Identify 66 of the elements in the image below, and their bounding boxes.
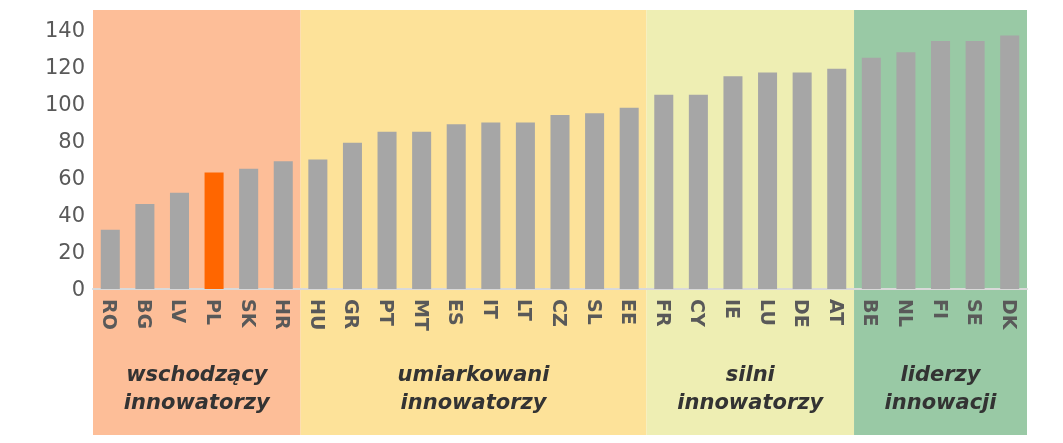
y-tick-label: 20 bbox=[58, 240, 85, 264]
bar bbox=[204, 172, 224, 289]
y-tick-label: 40 bbox=[58, 203, 85, 227]
band-label: umiarkowani innowatorzy bbox=[397, 362, 551, 414]
bar bbox=[931, 41, 951, 289]
bar bbox=[654, 94, 674, 289]
x-tick-label: SK bbox=[237, 299, 260, 329]
x-tick-label: DE bbox=[791, 299, 814, 328]
bar bbox=[308, 159, 328, 289]
x-tick-label: LV bbox=[168, 299, 191, 324]
bar bbox=[239, 168, 259, 289]
band-label: liderzy innowacji bbox=[884, 362, 998, 414]
x-tick-label: FI bbox=[929, 299, 952, 320]
x-tick-label: CZ bbox=[549, 299, 571, 327]
bar bbox=[688, 94, 708, 289]
bar bbox=[965, 41, 985, 289]
y-tick-label: 80 bbox=[58, 129, 85, 153]
x-tick-label: LU bbox=[756, 299, 779, 326]
x-tick-label: PL bbox=[203, 299, 226, 326]
bar bbox=[585, 113, 605, 289]
x-tick-label: PT bbox=[376, 299, 399, 326]
x-tick-label: NL bbox=[894, 299, 917, 328]
y-tick-label: 0 bbox=[71, 277, 85, 301]
x-tick-label: HU bbox=[306, 299, 329, 331]
y-tick-label: 140 bbox=[44, 18, 85, 42]
bar bbox=[827, 68, 847, 289]
x-tick-label: BG bbox=[133, 299, 156, 330]
x-tick-label: AT bbox=[825, 299, 848, 326]
bar bbox=[896, 52, 916, 289]
bar bbox=[1000, 35, 1020, 289]
x-tick-label: SE bbox=[964, 299, 987, 326]
bar bbox=[342, 142, 362, 289]
bar bbox=[723, 76, 743, 289]
bar bbox=[550, 115, 570, 289]
bar bbox=[861, 57, 881, 289]
bar bbox=[135, 203, 155, 289]
y-tick-label: 100 bbox=[44, 92, 85, 116]
x-tick-label: GR bbox=[341, 299, 364, 330]
x-tick-label: CY bbox=[687, 299, 710, 327]
bar bbox=[481, 122, 501, 289]
x-tick-label: LT bbox=[514, 299, 537, 321]
x-tick-label: IE bbox=[721, 299, 744, 320]
x-tick-label: IT bbox=[479, 299, 502, 320]
x-tick-label: RO bbox=[99, 299, 122, 330]
x-tick-label: BE bbox=[860, 299, 883, 327]
band-label: wschodzący innowatorzy bbox=[123, 362, 271, 414]
y-tick-label: 120 bbox=[44, 55, 85, 79]
x-tick-label: HR bbox=[272, 299, 295, 330]
bar bbox=[619, 107, 639, 289]
bar bbox=[100, 229, 120, 289]
bar bbox=[169, 192, 189, 289]
x-tick-label: MT bbox=[410, 299, 433, 331]
bar bbox=[515, 122, 535, 289]
bar bbox=[446, 124, 466, 289]
bar bbox=[377, 131, 397, 289]
band-label: silni innowatorzy bbox=[677, 362, 825, 414]
x-tick-label: ES bbox=[445, 299, 468, 326]
bar bbox=[758, 72, 778, 289]
bar bbox=[273, 161, 293, 289]
x-tick-label: DK bbox=[998, 299, 1021, 331]
x-tick-label: SL bbox=[583, 299, 606, 325]
bar bbox=[412, 131, 432, 289]
y-tick-label: 60 bbox=[58, 166, 85, 190]
x-tick-label: FR bbox=[652, 299, 675, 327]
x-tick-label: EE bbox=[618, 299, 641, 325]
bar bbox=[792, 72, 812, 289]
